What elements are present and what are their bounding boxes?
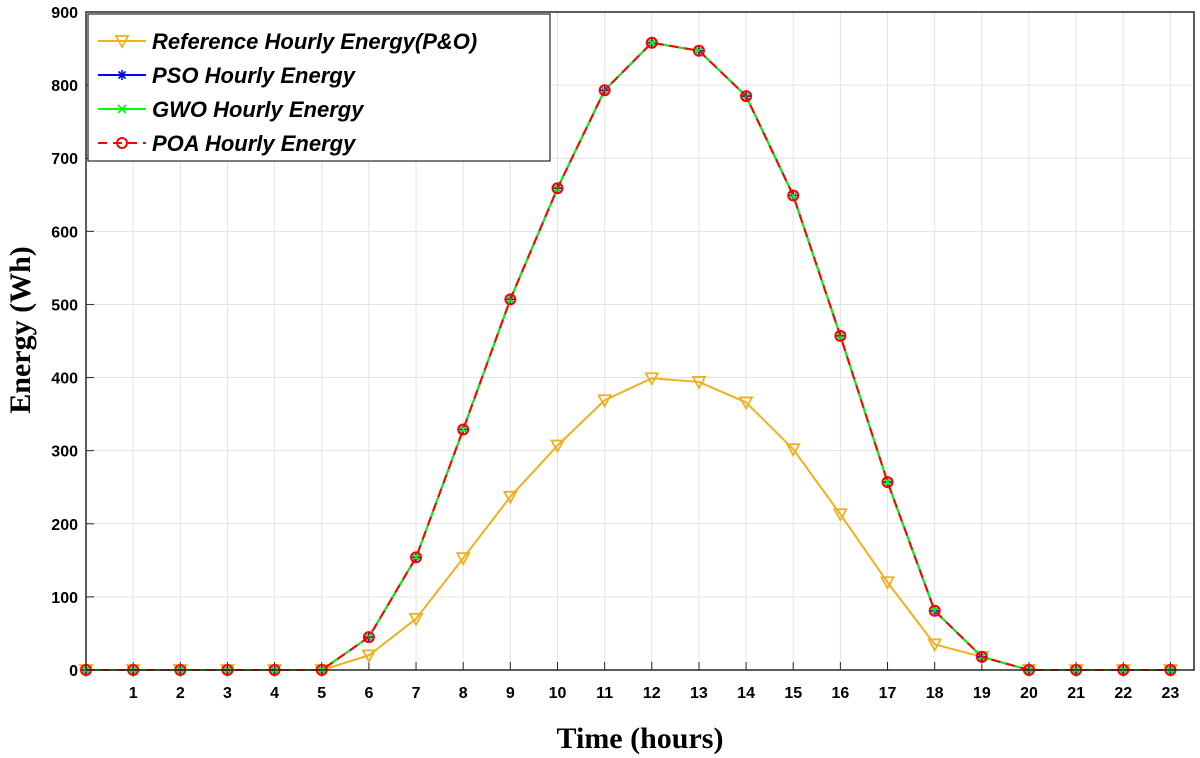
series-1-point xyxy=(691,376,707,390)
y-tick-label: 800 xyxy=(51,78,78,95)
x-tick-label: 10 xyxy=(549,685,567,702)
series-3-point xyxy=(788,190,798,201)
x-tick-label: 17 xyxy=(879,685,897,702)
legend-box xyxy=(87,13,551,162)
x-tick-label: 11 xyxy=(596,685,613,702)
series-4-point xyxy=(457,423,470,436)
y-tick-label: 500 xyxy=(51,297,78,314)
x-tick-label: 6 xyxy=(364,685,373,702)
x-tick-label: 21 xyxy=(1067,685,1085,702)
x-tick-label: 15 xyxy=(784,685,802,702)
series-1-point xyxy=(644,372,660,387)
x-tick-label: 23 xyxy=(1162,685,1180,702)
series-1-point xyxy=(502,490,518,505)
x-tick-label: 19 xyxy=(973,685,991,702)
series-1-point xyxy=(408,612,424,627)
y-tick-label: 600 xyxy=(51,224,78,241)
x-tick-label: 16 xyxy=(831,685,849,702)
series-4-point xyxy=(551,182,564,195)
x-tick-label: 20 xyxy=(1020,685,1038,702)
y-tick-label: 700 xyxy=(51,151,78,168)
series-4-point xyxy=(975,650,988,663)
series-4-point xyxy=(504,293,517,306)
x-tick-label: 7 xyxy=(412,685,421,702)
tick-labels: 1 2 3 4 5 6 7 8 9 10 11 12 13 14 15 16 17 18 19 20 21 22 23010… xyxy=(51,5,1179,702)
series-4-point xyxy=(787,189,800,202)
series-1-point xyxy=(597,394,613,409)
x-tick-label: 22 xyxy=(1114,685,1132,702)
y-tick-label: 200 xyxy=(51,517,78,534)
x-tick-label: 3 xyxy=(223,685,232,702)
series-1-point xyxy=(738,396,754,411)
series-4-point xyxy=(645,36,658,49)
series-4-point xyxy=(834,329,847,342)
series-1-point xyxy=(927,638,943,653)
x-tick-label: 18 xyxy=(926,685,944,702)
series-4-point xyxy=(692,44,705,57)
x-tick-label: 4 xyxy=(270,685,279,702)
y-tick-label: 900 xyxy=(51,5,78,22)
legend-label: POA Hourly Energy xyxy=(152,131,357,156)
x-tick-label: 8 xyxy=(459,685,468,702)
legend-label: GWO Hourly Energy xyxy=(152,97,365,122)
series-1-point xyxy=(832,508,848,523)
x-tick-label: 5 xyxy=(317,685,326,702)
x-tick-label: 12 xyxy=(643,685,661,702)
series-4-point xyxy=(740,90,753,103)
y-tick-label: 300 xyxy=(51,444,78,461)
series-1-point xyxy=(549,439,566,454)
series-4-point xyxy=(362,631,375,644)
y-tick-label: 0 xyxy=(69,663,78,680)
x-tick-label: 9 xyxy=(506,685,515,702)
series-4-point xyxy=(881,476,894,489)
plot-border xyxy=(85,11,1195,671)
x-tick-label: 2 xyxy=(176,685,185,702)
series-1-point xyxy=(880,576,896,591)
y-axis-title: Energy (Wh) xyxy=(4,246,37,414)
series-1-point xyxy=(361,649,377,664)
x-tick-label: 13 xyxy=(690,685,708,702)
legend-marker xyxy=(117,104,127,114)
x-axis-title: Time (hours) xyxy=(557,722,724,755)
legend-marker xyxy=(114,35,130,49)
legend: Reference Hourly Energy(P&O) PSO Hourly E… xyxy=(87,13,551,162)
legend-label: PSO Hourly Energy xyxy=(152,63,357,88)
series-4-point xyxy=(928,604,941,617)
series-1-point xyxy=(455,552,471,567)
y-tick-label: 400 xyxy=(51,371,78,388)
series-3-point xyxy=(458,424,468,435)
series-3-point xyxy=(882,477,893,487)
series-1-point xyxy=(785,443,801,458)
x-tick-label: 1 xyxy=(129,685,138,702)
series-4-point xyxy=(410,551,423,564)
x-tick-label: 14 xyxy=(737,685,755,702)
legend-marker xyxy=(116,137,128,149)
legend-label: Reference Hourly Energy(P&O) xyxy=(152,29,477,54)
series-4-point xyxy=(598,84,611,97)
legend-marker xyxy=(117,70,127,80)
y-tick-label: 100 xyxy=(51,590,78,607)
